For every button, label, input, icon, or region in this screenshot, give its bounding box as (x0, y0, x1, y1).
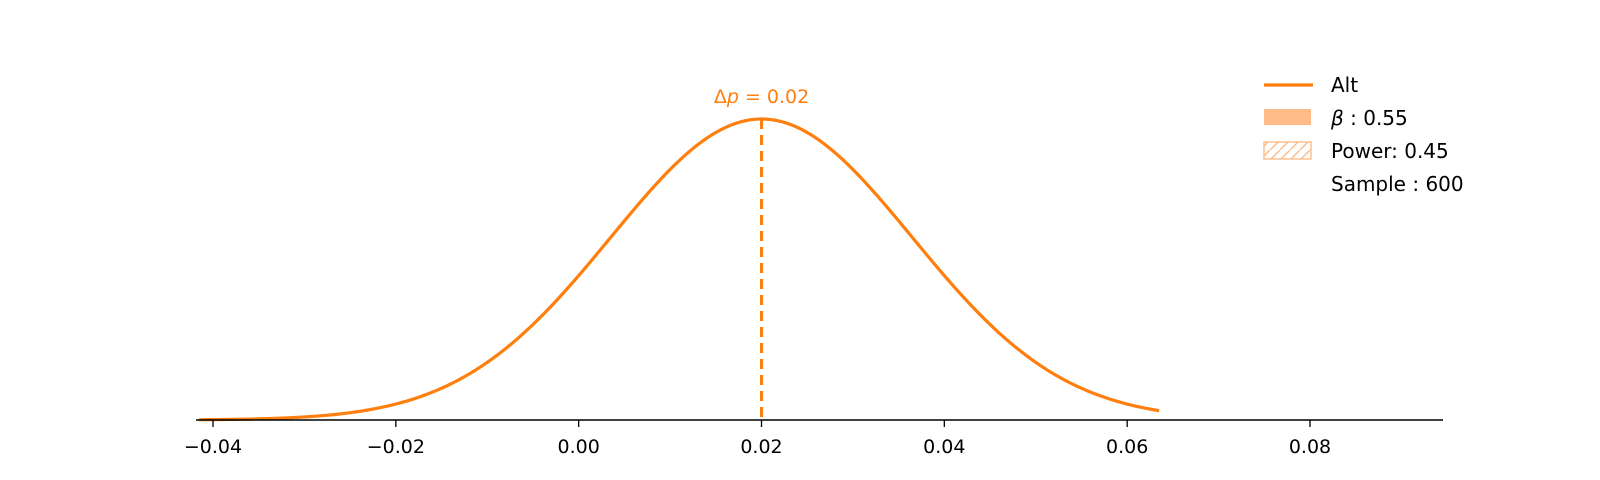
x-tick-label: −0.02 (367, 436, 425, 458)
x-tick-label: 0.06 (1106, 436, 1148, 458)
legend-label-beta: β : 0.55 (1330, 106, 1408, 130)
legend-label-sample: Sample : 600 (1331, 172, 1464, 196)
delta-p-annotation: Δp = 0.02 (714, 86, 809, 108)
legend-swatch-power-hatch (1263, 141, 1312, 160)
x-tick-label: 0.02 (740, 436, 782, 458)
x-tick-label: 0.08 (1289, 436, 1331, 458)
legend-label-power: Power: 0.45 (1331, 139, 1449, 163)
legend: Alt β : 0.55 Power: 0.45 Sample : 600 (1263, 73, 1464, 196)
x-tick-label: 0.04 (923, 436, 965, 458)
alt-density-curve (199, 117, 1160, 422)
x-tick-label: 0.00 (558, 436, 600, 458)
x-tick-label: −0.04 (184, 436, 242, 458)
x-axis-ticks: −0.04 −0.02 0.00 0.02 0.04 0.06 0.08 (184, 420, 1331, 458)
legend-swatch-beta-fill (1264, 109, 1311, 125)
legend-label-alt: Alt (1331, 73, 1358, 97)
